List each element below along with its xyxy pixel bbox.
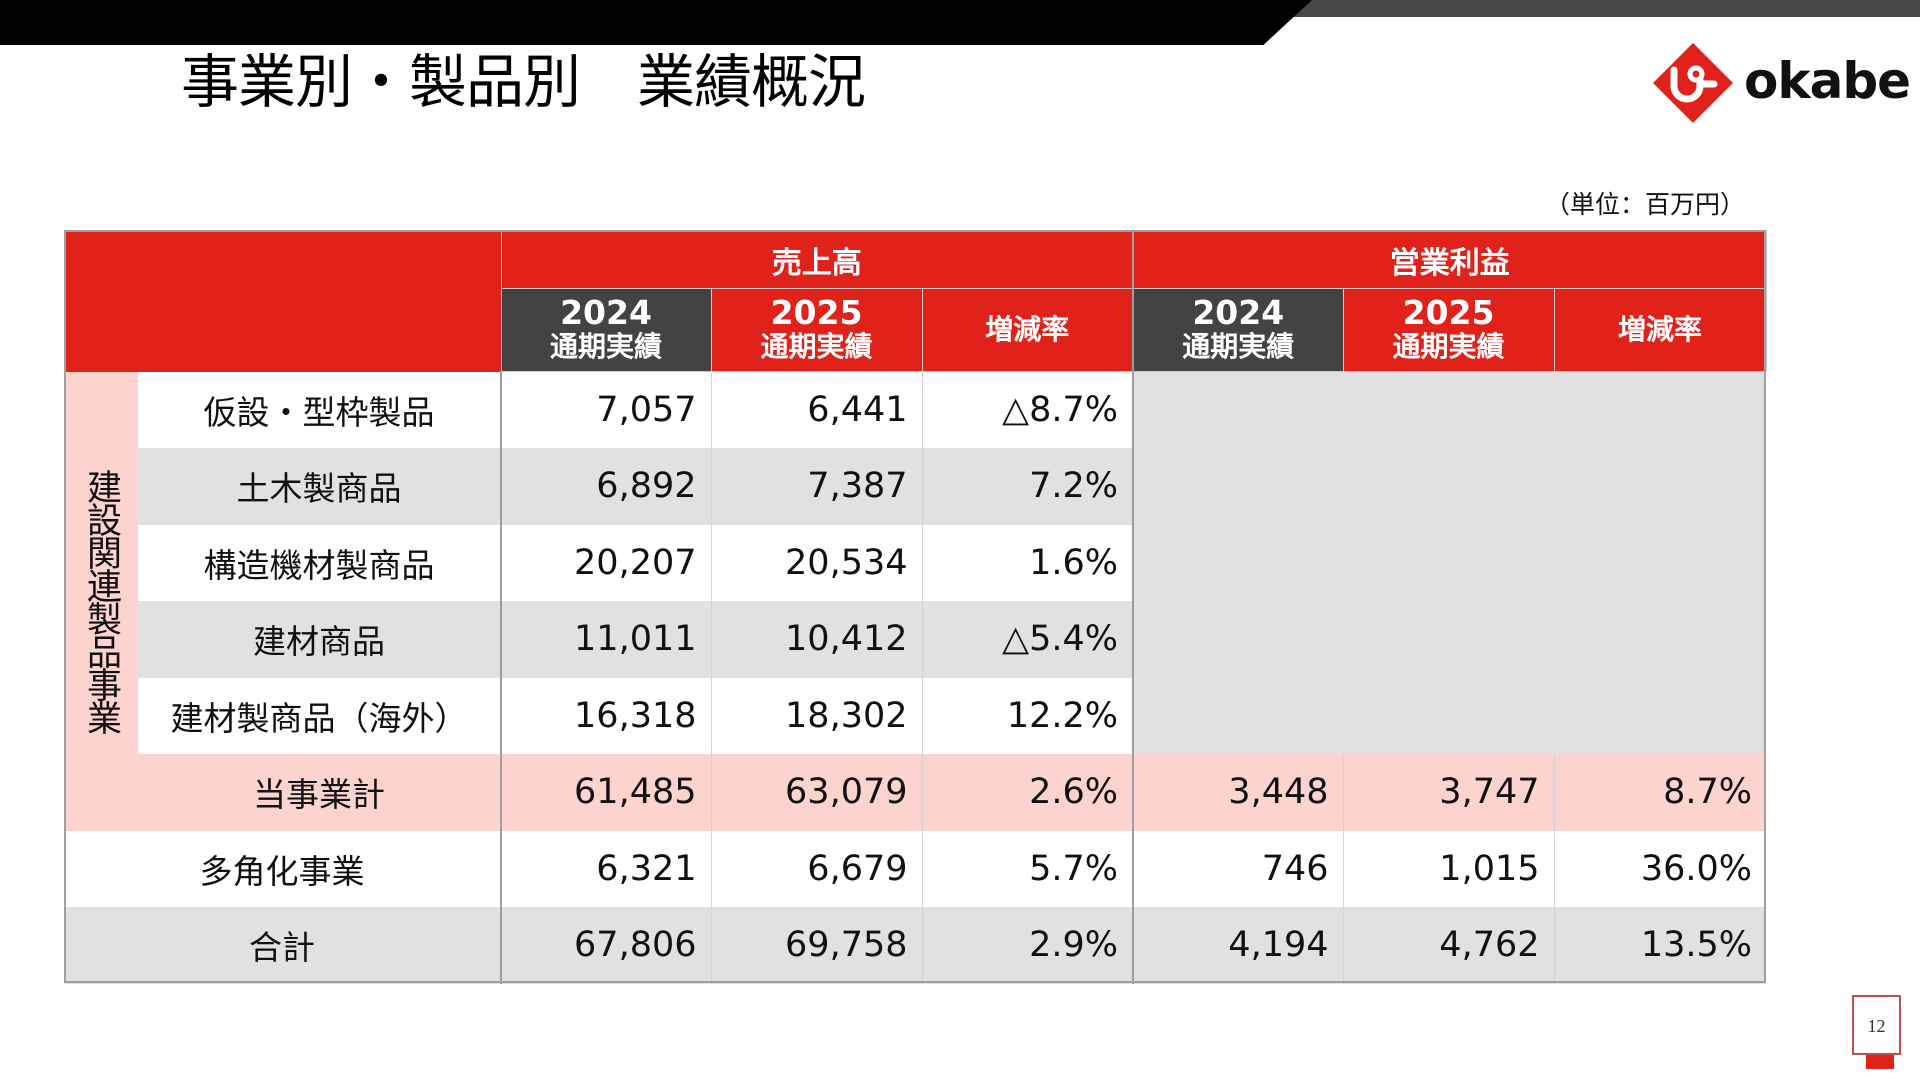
total-row: 合計 67,806 69,758 2.9% 4,194 4,762 13.5%	[64, 907, 1766, 984]
row-label: 多角化事業	[64, 830, 501, 907]
sales-rate: △8.7%	[921, 371, 1133, 448]
okabe-diamond-logo-icon	[1653, 43, 1733, 123]
row-label: 仮設・型枠製品	[138, 371, 501, 448]
table-row: 構造機材製商品 20,207 20,534 1.6%	[64, 524, 1766, 601]
page-number-tab	[1866, 1055, 1894, 1069]
sales-rate: 2.9%	[921, 907, 1133, 984]
sales-2024: 67,806	[500, 907, 711, 984]
logo-text: okabe	[1744, 52, 1911, 110]
op-rate: 8.7%	[1553, 754, 1766, 831]
sales-2024: 61,485	[500, 754, 711, 831]
op-rate: 13.5%	[1553, 907, 1766, 984]
header-black-band	[0, 0, 1312, 45]
table-row: 建設関連製品事業 仮設・型枠製品 7,057 6,441 △8.7%	[64, 371, 1766, 831]
sales-2024: 6,892	[500, 448, 711, 525]
sales-rate: 12.2%	[921, 677, 1133, 754]
group-header-operating-profit: 営業利益	[1132, 230, 1767, 289]
col-header-op-2025: 2025 通期実績	[1342, 288, 1555, 372]
sales-2024: 7,057	[500, 371, 711, 448]
col-header-sales-2024: 2024 通期実績	[500, 288, 712, 372]
op-2024: 3,448	[1132, 754, 1343, 831]
group-header-sales: 売上高	[500, 230, 1134, 289]
col-header-op-rate: 増減率	[1553, 288, 1767, 372]
row-label: 構造機材製商品	[138, 524, 501, 601]
col-header-sales-2025: 2025 通期実績	[710, 288, 923, 372]
segment-label: 建設関連製品事業	[64, 371, 138, 831]
op-rate: 36.0%	[1553, 830, 1766, 907]
sales-2024: 16,318	[500, 677, 711, 754]
sales-rate: 2.6%	[921, 754, 1133, 831]
op-2024: 4,194	[1132, 907, 1343, 984]
sales-2025: 18,302	[710, 677, 922, 754]
row-label: 合計	[64, 907, 501, 984]
row-label: 建材製商品（海外）	[138, 677, 501, 754]
sales-2024: 6,321	[500, 830, 711, 907]
page-number: 12	[1852, 995, 1901, 1055]
sales-2025: 20,534	[710, 524, 922, 601]
sales-2025: 6,441	[710, 371, 922, 448]
row-label: 当事業計	[138, 754, 501, 831]
col-header-op-2024: 2024 通期実績	[1132, 288, 1344, 372]
sales-2024: 11,011	[500, 601, 711, 678]
table-row: 土木製商品 6,892 7,387 7.2%	[64, 448, 1766, 525]
sales-2025: 6,679	[710, 830, 922, 907]
operating-profit-not-applicable	[1132, 371, 1766, 754]
performance-table: 売上高 営業利益 2024 通期実績 2025 通期実績 増減率 2024 通期実績 …	[64, 230, 1767, 984]
row-label: 建材商品	[138, 601, 501, 678]
row-label: 土木製商品	[138, 448, 501, 525]
unit-note: （単位：百万円）	[1545, 190, 1746, 219]
sales-rate: 1.6%	[921, 524, 1133, 601]
table-row: 建材製商品（海外） 16,318 18,302 12.2%	[64, 677, 1766, 754]
sales-2025: 10,412	[710, 601, 922, 678]
sales-2025: 69,758	[710, 907, 922, 984]
company-logo: okabe	[1652, 42, 1911, 124]
op-2025: 3,747	[1342, 754, 1554, 831]
sales-rate: △5.4%	[921, 601, 1133, 678]
col-header-sales-rate: 増減率	[921, 288, 1134, 372]
subtotal-row: 当事業計 61,485 63,079 2.6% 3,448 3,747 8.7%	[64, 754, 1766, 831]
op-2025: 4,762	[1342, 907, 1554, 984]
sales-2025: 7,387	[710, 448, 922, 525]
sales-rate: 7.2%	[921, 448, 1133, 525]
op-2024: 746	[1132, 830, 1343, 907]
diversified-row: 多角化事業 6,321 6,679 5.7% 746 1,015 36.0%	[64, 830, 1766, 907]
sales-2024: 20,207	[500, 524, 711, 601]
sales-2025: 63,079	[710, 754, 922, 831]
op-2025: 1,015	[1342, 830, 1554, 907]
sales-rate: 5.7%	[921, 830, 1133, 907]
slide-title: 事業別・製品別 業績概況	[181, 48, 866, 116]
table-row: 建材商品 11,011 10,412 △5.4%	[64, 601, 1766, 678]
header-corner	[64, 230, 501, 372]
